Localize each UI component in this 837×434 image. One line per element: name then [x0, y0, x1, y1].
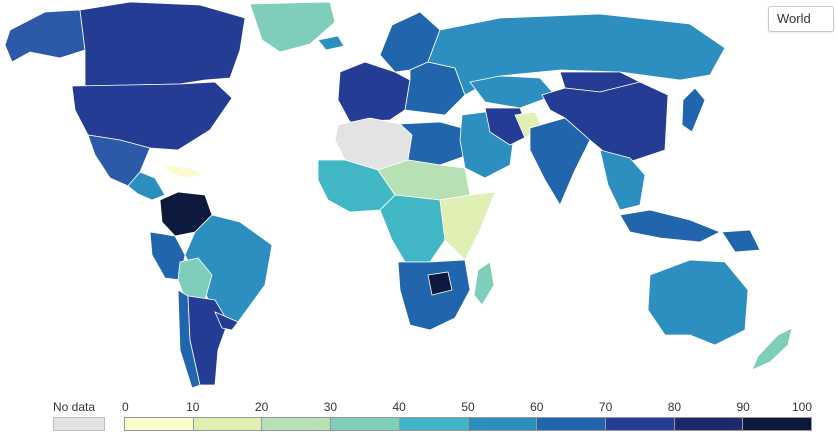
legend: No data 0 10 20 30 40 50 60 70 80 90 100 — [0, 398, 837, 434]
legend-bin-9[interactable] — [743, 418, 812, 430]
legend-tick-30: 30 — [323, 400, 338, 414]
legend-bin-3[interactable] — [331, 418, 400, 430]
region-australia[interactable] — [647, 259, 749, 346]
legend-tick-10: 10 — [186, 400, 200, 414]
legend-bin-8[interactable] — [674, 418, 744, 430]
region-southern-africa[interactable] — [397, 259, 471, 331]
legend-tick-80: 80 — [667, 400, 682, 414]
region-central-africa[interactable] — [379, 194, 446, 263]
region-russia[interactable] — [427, 13, 726, 96]
world-map[interactable] — [0, 0, 837, 398]
region-uruguay[interactable] — [214, 311, 239, 331]
region-greenland[interactable] — [249, 1, 336, 53]
legend-bin-2[interactable] — [262, 418, 332, 430]
region-iceland[interactable] — [317, 35, 345, 51]
world-map-svg[interactable] — [0, 0, 837, 398]
region-japan[interactable] — [681, 87, 706, 133]
legend-bin-4[interactable] — [399, 418, 469, 430]
legend-tick-40: 40 — [392, 400, 406, 414]
region-libya-egypt[interactable] — [399, 121, 469, 166]
region-selector[interactable]: World — [768, 6, 834, 32]
region-kazakhstan[interactable] — [469, 75, 556, 109]
legend-bin-5[interactable] — [468, 418, 538, 430]
region-east-africa[interactable] — [439, 191, 496, 261]
legend-tick-0: 0 — [122, 400, 129, 414]
region-madagascar[interactable] — [473, 261, 495, 306]
legend-tick-50: 50 — [461, 400, 475, 414]
region-china[interactable] — [541, 81, 669, 166]
region-usa[interactable] — [71, 81, 233, 151]
region-alaska[interactable] — [4, 9, 86, 63]
region-new-zealand[interactable] — [751, 327, 793, 371]
legend-bin-0[interactable] — [125, 418, 194, 430]
legend-color-scale — [124, 417, 812, 431]
region-selector-value: World — [777, 11, 811, 26]
legend-bin-6[interactable] — [537, 418, 606, 430]
legend-tick-60: 60 — [530, 400, 544, 414]
legend-tick-90: 90 — [736, 400, 750, 414]
region-southeast-asia[interactable] — [599, 149, 646, 211]
legend-bin-1[interactable] — [193, 418, 263, 430]
region-central-america[interactable] — [127, 171, 166, 201]
region-zimbabwe[interactable] — [427, 271, 453, 296]
legend-tick-labels: 0 10 20 30 40 50 60 70 80 90 100 — [122, 400, 812, 414]
region-png[interactable] — [721, 229, 761, 253]
legend-tick-70: 70 — [598, 400, 613, 414]
legend-tick-100: 100 — [791, 400, 812, 414]
region-indonesia[interactable] — [619, 209, 721, 243]
no-data-swatch[interactable] — [53, 417, 105, 431]
no-data-label: No data — [53, 400, 96, 414]
legend-tick-20: 20 — [254, 400, 269, 414]
region-caribbean[interactable] — [164, 164, 207, 179]
region-canada[interactable] — [79, 1, 246, 87]
legend-bin-7[interactable] — [605, 418, 675, 430]
